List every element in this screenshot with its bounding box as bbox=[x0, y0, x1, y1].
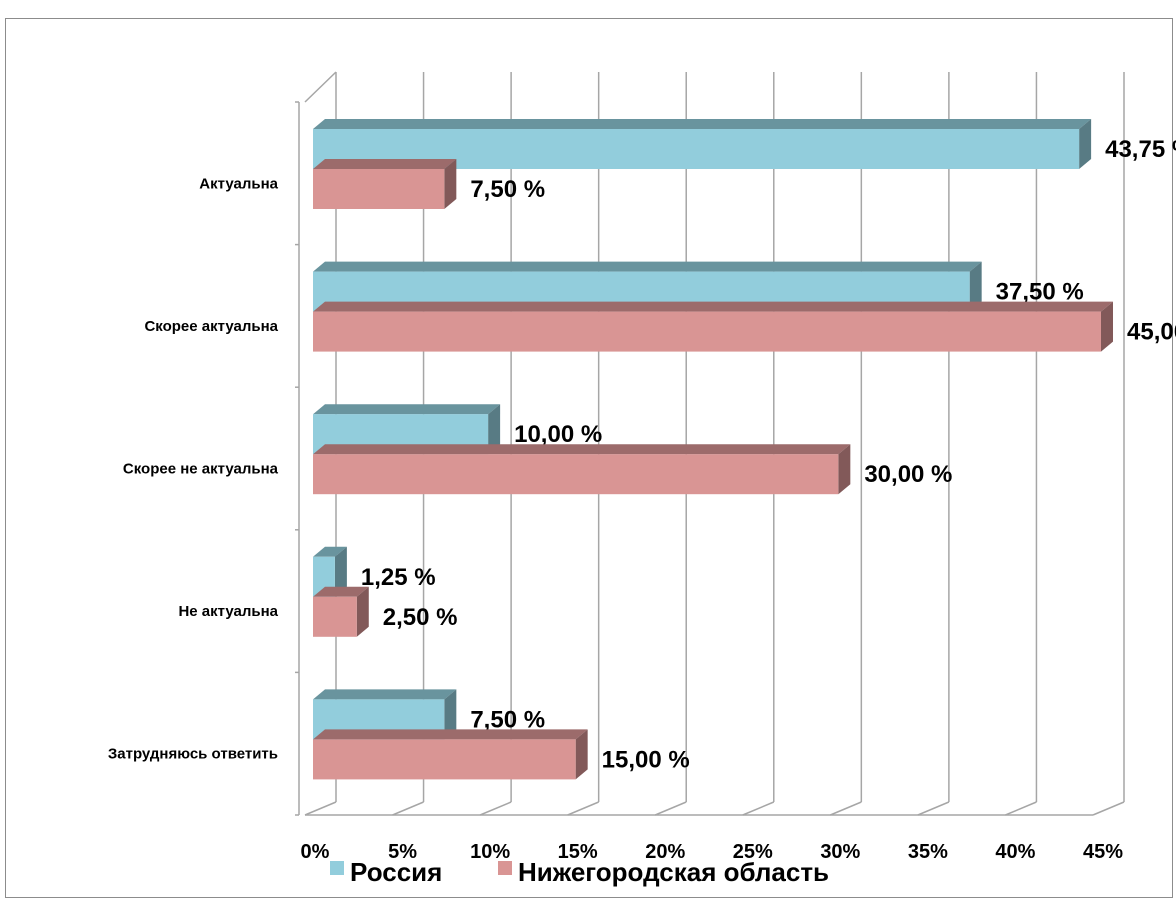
legend-label: Нижегородская область bbox=[518, 857, 829, 887]
bar-side-face bbox=[488, 404, 501, 455]
bar bbox=[313, 739, 576, 780]
bar-top-face bbox=[313, 119, 1092, 129]
bar bbox=[313, 596, 357, 637]
wall-edge bbox=[304, 71, 337, 103]
bar-side-face bbox=[838, 444, 851, 495]
data-label: 1,25 % bbox=[361, 564, 436, 591]
data-label: 10,00 % bbox=[514, 421, 602, 448]
x-tick-label: 10% bbox=[470, 841, 510, 863]
bar-side-face bbox=[334, 546, 347, 597]
bar-top-face bbox=[313, 444, 851, 455]
bar-top-face bbox=[313, 729, 588, 740]
bar-side-face bbox=[356, 586, 369, 637]
floor-line bbox=[567, 801, 599, 816]
bar bbox=[313, 454, 839, 495]
floor-line bbox=[479, 801, 512, 816]
bar bbox=[313, 311, 1101, 352]
bar-top-face bbox=[313, 404, 501, 415]
x-tick-label: 20% bbox=[645, 841, 685, 863]
x-tick-label: 15% bbox=[558, 841, 598, 863]
x-tick-label: 30% bbox=[820, 841, 860, 863]
bar-side-face bbox=[575, 729, 588, 780]
bar-side-face bbox=[444, 159, 457, 209]
bar-top-face bbox=[313, 159, 457, 169]
bar-side-face bbox=[1079, 119, 1092, 169]
bar-top-face bbox=[313, 586, 369, 597]
data-label: 15,00 % bbox=[602, 746, 690, 773]
floor-line bbox=[742, 801, 775, 816]
x-tick-label: 25% bbox=[733, 841, 773, 863]
bar-top-face bbox=[313, 261, 982, 272]
bar-side-face bbox=[444, 689, 457, 740]
floor-line bbox=[304, 801, 337, 816]
legend-label: Россия bbox=[350, 857, 442, 887]
data-label: 43,75 % bbox=[1105, 136, 1176, 163]
data-label: 37,50 % bbox=[996, 279, 1084, 306]
bar-top-face bbox=[313, 546, 347, 557]
x-tick-label: 5% bbox=[388, 841, 417, 863]
category-label: Актуальна bbox=[199, 175, 278, 192]
floor-line bbox=[654, 801, 687, 816]
bar-side-face bbox=[1101, 301, 1113, 352]
category-label: Скорее актуальна bbox=[144, 318, 278, 335]
bar-top-face bbox=[313, 689, 457, 700]
category-label: Не актуальна bbox=[178, 603, 278, 620]
floor-line bbox=[830, 801, 862, 816]
data-label: 7,50 % bbox=[470, 176, 545, 203]
floor-line bbox=[1092, 801, 1125, 816]
bar bbox=[313, 169, 445, 209]
floor-line bbox=[392, 801, 424, 816]
data-label: 2,50 % bbox=[383, 604, 458, 631]
x-tick-label: 35% bbox=[908, 841, 948, 863]
legend-swatch bbox=[330, 861, 344, 875]
data-label: 30,00 % bbox=[864, 461, 952, 488]
x-tick-label: 40% bbox=[995, 841, 1035, 863]
bar-side-face bbox=[969, 261, 982, 312]
category-label: Затрудняюсь ответить bbox=[108, 746, 278, 763]
legend-swatch bbox=[498, 861, 512, 875]
category-label: Скорее не актуальна bbox=[123, 461, 279, 478]
x-tick-label: 45% bbox=[1083, 841, 1123, 863]
x-tick-label: 0% bbox=[301, 841, 330, 863]
data-label: 45,00 % bbox=[1127, 319, 1176, 346]
data-label: 7,50 % bbox=[470, 706, 545, 733]
bar-top-face bbox=[313, 301, 1113, 312]
floor-line bbox=[1005, 801, 1037, 816]
floor-line bbox=[917, 801, 950, 816]
